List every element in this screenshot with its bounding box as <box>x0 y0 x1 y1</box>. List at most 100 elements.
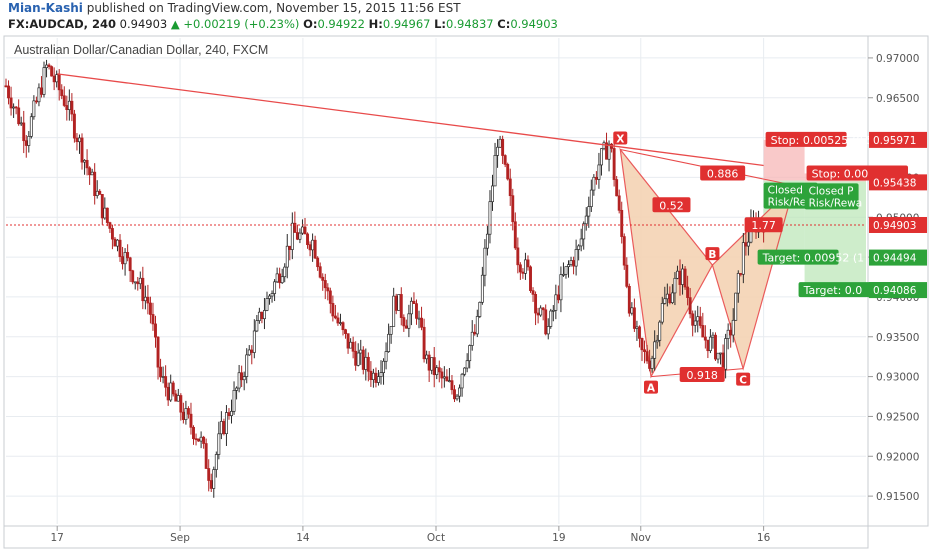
candle-body <box>265 298 269 311</box>
ratio-badge <box>679 367 725 383</box>
candle-body <box>676 270 679 279</box>
pattern-point-label: B <box>708 249 716 261</box>
price-axis-badge <box>869 282 927 299</box>
candle-body <box>34 100 38 103</box>
candle-body <box>230 410 233 416</box>
candle-body <box>594 176 598 180</box>
candle-body <box>202 436 206 444</box>
candle-body <box>62 95 66 106</box>
candle-body <box>227 412 231 416</box>
candle-body <box>681 268 684 285</box>
x-tick-label: Nov <box>631 532 652 544</box>
candle-body <box>673 277 677 294</box>
candle-body <box>534 294 538 314</box>
candle-body <box>364 356 368 370</box>
candle-body <box>116 239 119 247</box>
candle-body <box>384 351 388 362</box>
candle-body <box>222 421 226 435</box>
candle-body <box>574 249 578 267</box>
candle-body <box>402 317 406 327</box>
candle-body <box>706 339 710 352</box>
candle-body <box>138 277 142 285</box>
open-label: O: <box>303 17 318 31</box>
candle-body <box>316 257 320 268</box>
ratio-badge <box>700 165 746 181</box>
candle-body <box>544 309 548 335</box>
candle-body <box>151 314 155 325</box>
candle-body <box>650 357 654 369</box>
candle-body <box>12 106 16 109</box>
candle-body <box>361 349 365 370</box>
candle-body <box>397 294 401 311</box>
candle-body <box>67 100 71 110</box>
pattern-point-label: X <box>616 134 624 146</box>
candle-body <box>731 319 735 336</box>
x-tick-label: 19 <box>552 532 565 544</box>
candle-body <box>366 356 370 372</box>
candle-body <box>303 226 307 235</box>
x-tick-label: 16 <box>757 532 771 544</box>
candle-body <box>199 436 203 442</box>
candle-body <box>321 276 325 281</box>
price-axis-label: 0.94494 <box>873 253 917 265</box>
candle-body <box>607 143 611 160</box>
candle-body <box>169 382 173 401</box>
candle-body <box>437 367 441 373</box>
candle-body <box>83 159 86 163</box>
candle-body <box>379 372 383 377</box>
candle-body <box>620 209 624 237</box>
closed-badge <box>763 182 818 209</box>
candle-body <box>708 336 712 352</box>
low-value: 0.94837 <box>446 17 494 31</box>
candle-body <box>70 100 74 115</box>
candles <box>4 59 766 498</box>
candle-body <box>224 412 228 435</box>
ratio-badge <box>744 217 783 233</box>
pattern-point-badge <box>705 247 720 261</box>
candle-body <box>627 285 631 314</box>
candle-body <box>57 74 61 91</box>
candle-body <box>194 438 198 441</box>
candle-body <box>714 334 717 360</box>
candle-body <box>192 426 195 440</box>
candle-body <box>493 155 497 187</box>
candle-body <box>541 307 545 311</box>
candle-body <box>301 226 304 234</box>
candle-body <box>513 221 517 249</box>
candle-body <box>283 266 287 278</box>
candle-body <box>214 454 218 470</box>
pattern-point-badge <box>613 131 628 145</box>
candle-body <box>584 215 588 225</box>
candle-body <box>72 113 76 139</box>
candle-body <box>331 303 335 317</box>
candle-body <box>658 321 662 341</box>
closed-label: Risk/Rewa <box>809 197 863 209</box>
candle-body <box>110 228 114 240</box>
candle-body <box>498 138 502 148</box>
trendline[interactable] <box>6 73 866 226</box>
candle-body <box>240 372 244 381</box>
candle-body <box>579 238 583 247</box>
candle-body <box>45 64 48 68</box>
candle-body <box>328 290 332 304</box>
candle-body <box>399 294 403 318</box>
candle-body <box>252 330 256 353</box>
candle-body <box>551 309 555 312</box>
candle-body <box>257 311 261 321</box>
pattern-point-label: A <box>647 383 656 395</box>
candle-body <box>417 317 421 320</box>
candle-body <box>698 316 702 326</box>
author-link[interactable]: Mian-Kashi <box>8 1 83 15</box>
candle-body <box>349 341 353 349</box>
candle-body <box>569 260 573 265</box>
close-label: C: <box>497 17 511 31</box>
candle-body <box>113 238 117 247</box>
candle-body <box>660 303 664 323</box>
candle-body <box>174 393 178 402</box>
price-axis[interactable] <box>867 35 929 527</box>
stop-badge <box>765 131 847 147</box>
candle-body <box>427 354 431 371</box>
candle-body <box>298 232 302 240</box>
candle-body <box>746 241 750 247</box>
